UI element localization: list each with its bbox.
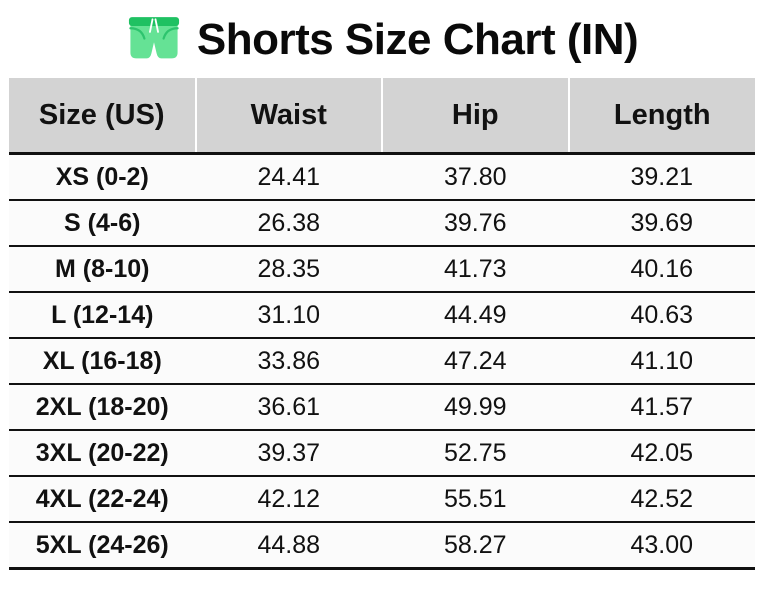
table-row: M (8-10) 28.35 41.73 40.16 [9,245,755,292]
column-header-size: Size (US) [9,78,196,154]
measurement-cell: 37.80 [382,152,569,200]
size-cell: M (8-10) [9,245,196,292]
measurement-cell: 31.10 [195,291,382,338]
table-header: Size (US) Waist Hip Length [9,78,755,154]
measurement-cell: 40.63 [568,291,755,338]
measurement-cell: 42.52 [568,475,755,522]
size-cell: 3XL (20-22) [9,429,196,476]
measurement-cell: 42.12 [195,475,382,522]
size-cell: 5XL (24-26) [9,521,196,570]
measurement-cell: 47.24 [382,337,569,384]
column-header-waist: Waist [194,78,382,154]
measurement-cell: 49.99 [382,383,569,430]
measurement-cell: 28.35 [195,245,382,292]
size-chart-table: Size (US) Waist Hip Length XS (0-2) 24.41… [9,78,755,570]
measurement-cell: 41.10 [568,337,755,384]
measurement-cell: 33.86 [195,337,382,384]
measurement-cell: 41.57 [568,383,755,430]
measurement-cell: 39.76 [382,199,569,246]
size-cell: 4XL (22-24) [9,475,196,522]
page-header: Shorts Size Chart (IN) [0,0,764,76]
measurement-cell: 58.27 [382,521,569,570]
shorts-icon [126,14,182,66]
page-title: Shorts Size Chart (IN) [196,15,639,64]
measurement-cell: 39.21 [568,152,755,200]
table-row: XL (16-18) 33.86 47.24 41.10 [9,337,755,384]
size-cell: L (12-14) [9,291,196,338]
table-row: XS (0-2) 24.41 37.80 39.21 [9,152,755,200]
table-row: 5XL (24-26) 44.88 58.27 43.00 [9,521,755,570]
measurement-cell: 39.69 [568,199,755,246]
measurement-cell: 41.73 [382,245,569,292]
table-row: S (4-6) 26.38 39.76 39.69 [9,199,755,246]
size-cell: XL (16-18) [9,337,196,384]
measurement-cell: 39.37 [195,429,382,476]
measurement-cell: 40.16 [568,245,755,292]
measurement-cell: 42.05 [568,429,755,476]
measurement-cell: 36.61 [195,383,382,430]
table-row: 4XL (22-24) 42.12 55.51 42.52 [9,475,755,522]
size-cell: S (4-6) [9,199,196,246]
measurement-cell: 26.38 [195,199,382,246]
size-table-body: XS (0-2) 24.41 37.80 39.21 S (4-6) 26.38 39.76… [9,152,755,570]
table-row: 3XL (20-22) 39.37 52.75 42.05 [9,429,755,476]
table-row: L (12-14) 31.10 44.49 40.63 [9,291,755,338]
column-header-length: Length [567,78,755,154]
measurement-cell: 44.49 [382,291,569,338]
measurement-cell: 43.00 [568,521,755,570]
size-cell: XS (0-2) [9,152,196,200]
header-row: Size (US) Waist Hip Length [9,78,755,154]
column-header-hip: Hip [381,78,569,154]
size-cell: 2XL (18-20) [9,383,196,430]
measurement-cell: 24.41 [195,152,382,200]
table-row: 2XL (18-20) 36.61 49.99 41.57 [9,383,755,430]
measurement-cell: 44.88 [195,521,382,570]
measurement-cell: 52.75 [382,429,569,476]
measurement-cell: 55.51 [382,475,569,522]
